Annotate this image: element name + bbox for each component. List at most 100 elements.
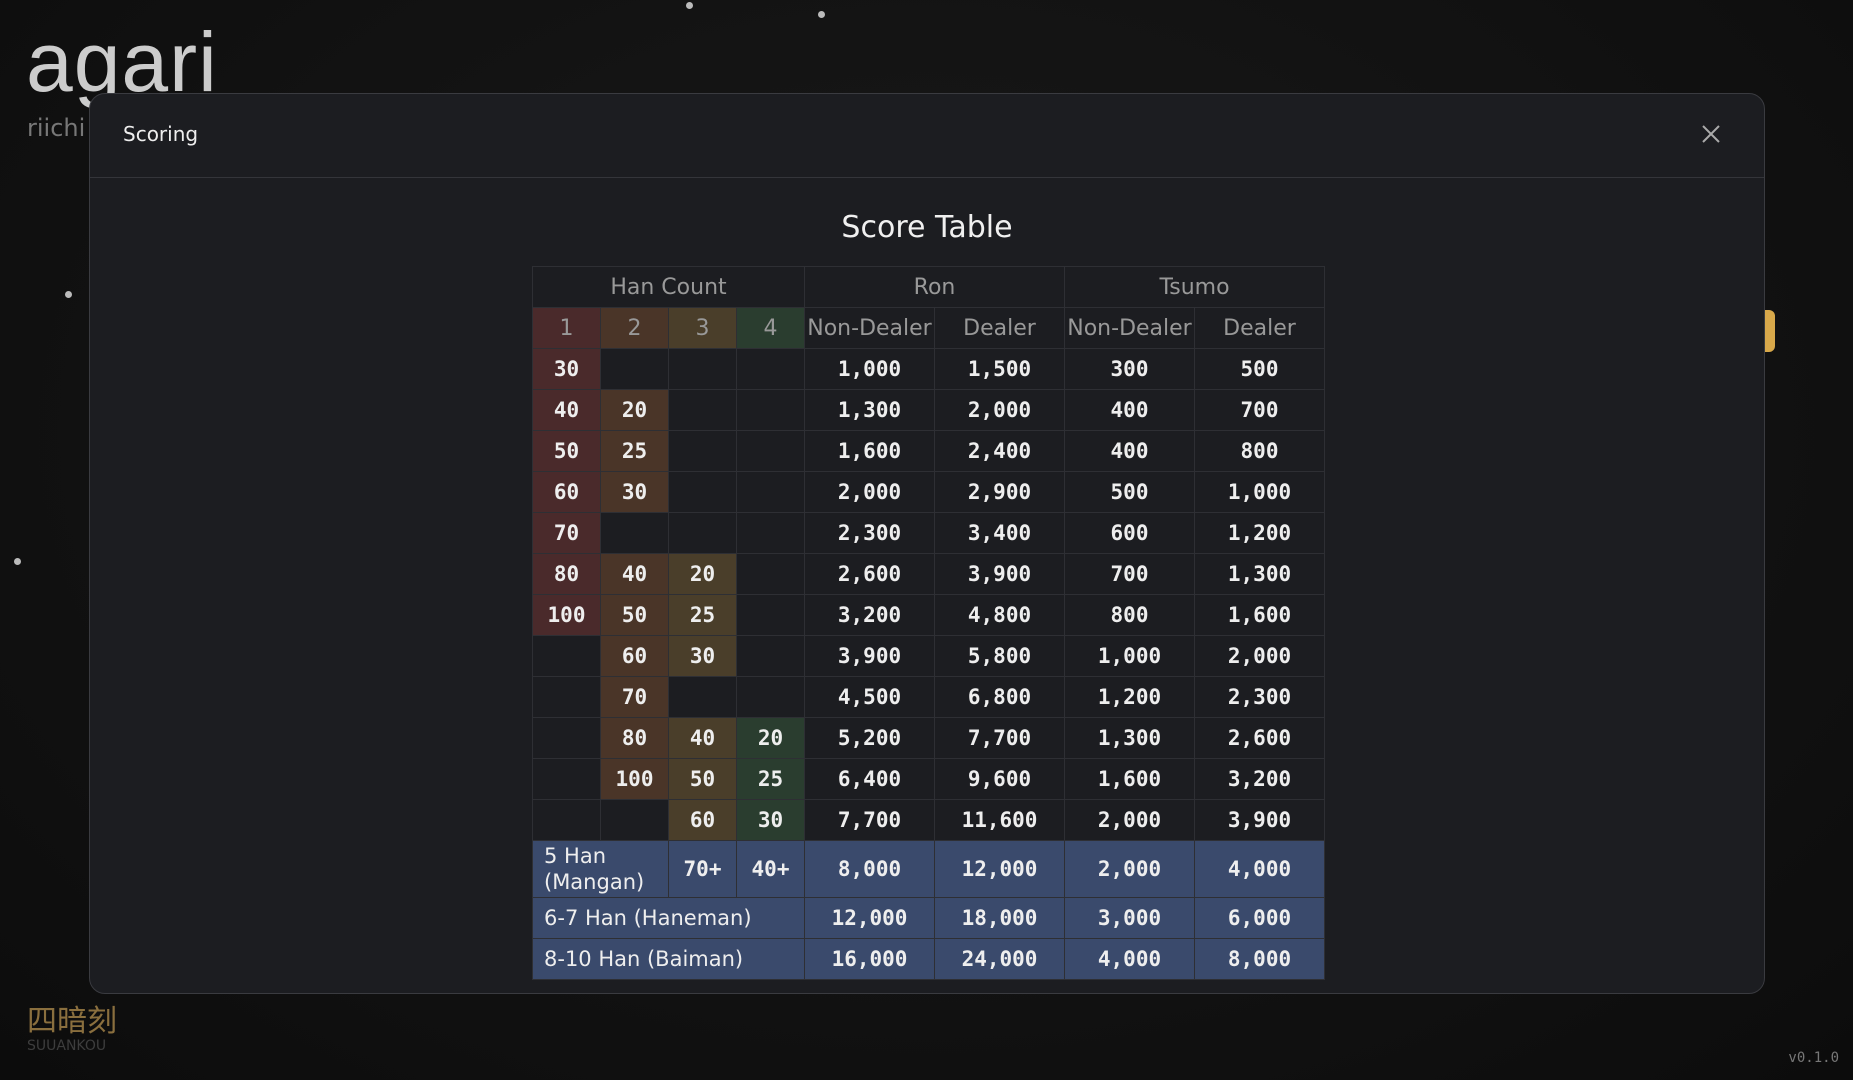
- score-cell: 1,200: [1064, 676, 1195, 718]
- score-cell: 5,800: [934, 635, 1065, 677]
- limit-label: 8-10 Han (Baiman): [532, 938, 805, 980]
- fu-cell: 40: [600, 553, 669, 595]
- close-button[interactable]: [1698, 121, 1724, 147]
- score-cell: 500: [1064, 471, 1195, 513]
- column-header: 3: [668, 307, 737, 349]
- fu-cell: 25: [736, 758, 805, 800]
- score-cell: 2,900: [934, 471, 1065, 513]
- fu-cell: 30: [600, 471, 669, 513]
- fu-cell: [736, 676, 805, 718]
- fu-cell: 30: [736, 799, 805, 841]
- column-header: Dealer: [934, 307, 1065, 349]
- score-cell: 3,900: [804, 635, 935, 677]
- score-cell: 300: [1064, 348, 1195, 390]
- score-row: 60 30 3,900 5,800 1,000 2,000: [532, 635, 1325, 677]
- score-row: 40 20 1,300 2,000 400 700: [532, 389, 1325, 431]
- fu-cell: 50: [600, 594, 669, 636]
- score-cell: 700: [1064, 553, 1195, 595]
- score-cell: 1,200: [1194, 512, 1325, 554]
- fu-cell: [736, 635, 805, 677]
- score-cell: 12,000: [934, 840, 1065, 898]
- fu-cell: [736, 348, 805, 390]
- score-table: Han Count Ron Tsumo 1 2 3 4 Non-Dealer Dealer Non…: [532, 266, 1325, 980]
- score-cell: 400: [1064, 430, 1195, 472]
- fu-cell: 30: [668, 635, 737, 677]
- score-cell: 8,000: [1194, 938, 1325, 980]
- score-cell: 2,300: [1194, 676, 1325, 718]
- score-cell: 8,000: [804, 840, 935, 898]
- fu-cell: 100: [600, 758, 669, 800]
- score-cell: 16,000: [804, 938, 935, 980]
- column-header: 2: [600, 307, 669, 349]
- yaku-romaji: SUUANKOU: [27, 1038, 107, 1054]
- score-cell: 12,000: [804, 897, 935, 939]
- heading: Score Table: [841, 210, 1013, 245]
- fu-cell: 80: [532, 553, 601, 595]
- score-cell: 4,000: [1064, 938, 1195, 980]
- score-cell: 9,600: [934, 758, 1065, 800]
- fu-cell: [736, 389, 805, 431]
- fu-cell: [736, 594, 805, 636]
- score-cell: 24,000: [934, 938, 1065, 980]
- score-row: 30 1,000 1,500 300 500: [532, 348, 1325, 390]
- score-cell: 1,000: [804, 348, 935, 390]
- column-header: 1: [532, 307, 601, 349]
- fu-cell: [736, 471, 805, 513]
- score-cell: 1,000: [1064, 635, 1195, 677]
- fu-cell: 20: [600, 389, 669, 431]
- fu-cell: [736, 430, 805, 472]
- fu-cell: 70: [532, 512, 601, 554]
- score-cell: 3,900: [1194, 799, 1325, 841]
- limit-row: 5 Han (Mangan) 70+ 40+ 8,000 12,000 2,000 4,00…: [532, 840, 1325, 898]
- fu-cell: [668, 676, 737, 718]
- fu-cell: 100: [532, 594, 601, 636]
- score-cell: 6,800: [934, 676, 1065, 718]
- fu-cell: [668, 471, 737, 513]
- fu-cell: 40+: [736, 840, 805, 898]
- score-cell: 400: [1064, 389, 1195, 431]
- score-cell: 2,300: [804, 512, 935, 554]
- limit-label: 5 Han (Mangan): [532, 840, 669, 898]
- limit-label: 6-7 Han (Haneman): [532, 897, 805, 939]
- version: v0.1.0: [1788, 1050, 1839, 1066]
- score-cell: 2,000: [934, 389, 1065, 431]
- score-row: 50 25 1,600 2,400 400 800: [532, 430, 1325, 472]
- group-header: Han Count: [532, 266, 805, 308]
- fu-cell: 50: [668, 758, 737, 800]
- score-cell: 1,000: [1194, 471, 1325, 513]
- score-cell: 3,000: [1064, 897, 1195, 939]
- fu-cell: [600, 512, 669, 554]
- score-row: 60 30 7,700 11,600 2,000 3,900: [532, 799, 1325, 841]
- fu-cell: 25: [668, 594, 737, 636]
- score-cell: 1,300: [1064, 717, 1195, 759]
- star: [65, 291, 72, 298]
- score-cell: 7,700: [934, 717, 1065, 759]
- score-cell: 11,600: [934, 799, 1065, 841]
- column-header: 4: [736, 307, 805, 349]
- score-cell: 1,300: [804, 389, 935, 431]
- modal-body: Score Table Han Count Ron Tsumo 1 2 3 4 Non-Dea…: [90, 178, 1764, 993]
- score-cell: 5,200: [804, 717, 935, 759]
- fu-cell: [668, 512, 737, 554]
- fu-cell: [668, 430, 737, 472]
- fu-cell: [736, 553, 805, 595]
- fu-cell: 70+: [668, 840, 737, 898]
- yaku-kanji: 四暗刻: [27, 1004, 117, 1039]
- modal-title: Scoring: [123, 122, 199, 146]
- score-cell: 4,800: [934, 594, 1065, 636]
- score-cell: 1,500: [934, 348, 1065, 390]
- score-cell: 2,000: [1064, 840, 1195, 898]
- column-header: Non-Dealer: [804, 307, 935, 349]
- fu-cell: 50: [532, 430, 601, 472]
- fu-cell: 60: [668, 799, 737, 841]
- score-cell: 7,700: [804, 799, 935, 841]
- score-cell: 3,200: [804, 594, 935, 636]
- star: [686, 2, 693, 9]
- score-cell: 3,400: [934, 512, 1065, 554]
- fu-cell: 80: [600, 717, 669, 759]
- score-cell: 1,600: [1064, 758, 1195, 800]
- score-cell: 2,600: [804, 553, 935, 595]
- score-row: 80 40 20 5,200 7,700 1,300 2,600: [532, 717, 1325, 759]
- fu-cell: [532, 799, 601, 841]
